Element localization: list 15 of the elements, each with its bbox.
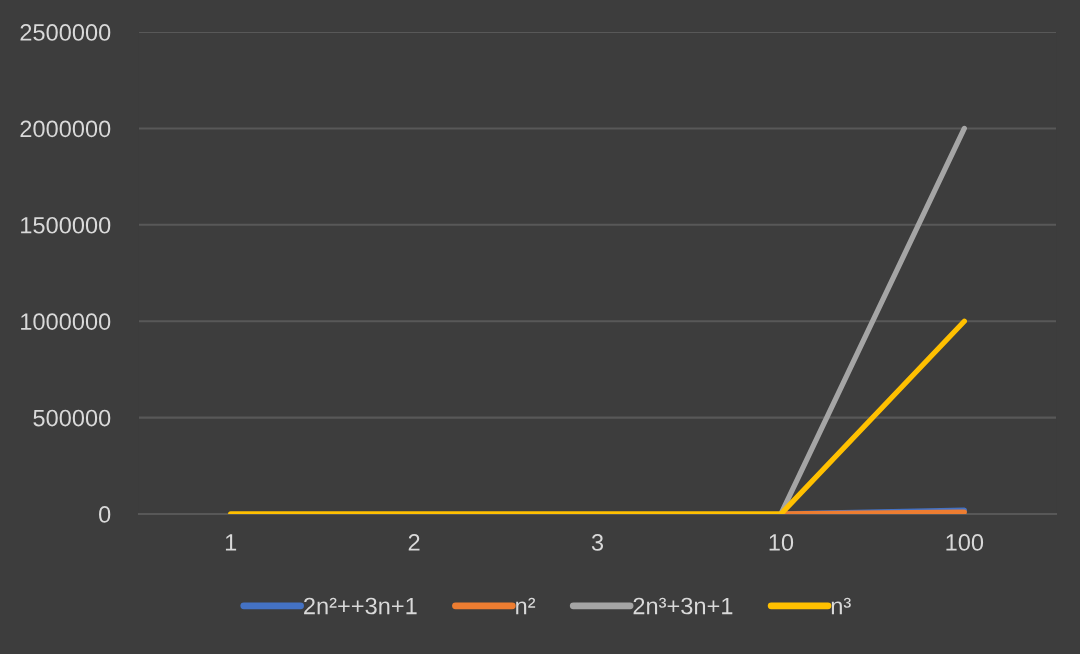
- y-tick-label: 0: [99, 506, 111, 523]
- legend-label: 2n³+3n+1: [633, 597, 733, 615]
- x-tick-label: 2: [408, 534, 420, 551]
- y-tick-label: 1500000: [21, 216, 111, 234]
- x-tick-label: 10: [769, 534, 794, 551]
- y-tick-label: 2000000: [20, 120, 111, 138]
- x-tick-label: 100: [946, 534, 984, 551]
- x-tick-label: 3: [591, 534, 604, 551]
- y-tick-label: 1000000: [21, 313, 111, 330]
- x-tick-label: 1: [225, 534, 237, 551]
- legend-label: 2n²++3n+1: [304, 597, 417, 615]
- y-tick-label: 2500000: [20, 24, 111, 41]
- y-tick-label: 500000: [33, 409, 111, 427]
- legend-label: n²: [516, 597, 536, 615]
- legend-label: n³: [831, 597, 851, 615]
